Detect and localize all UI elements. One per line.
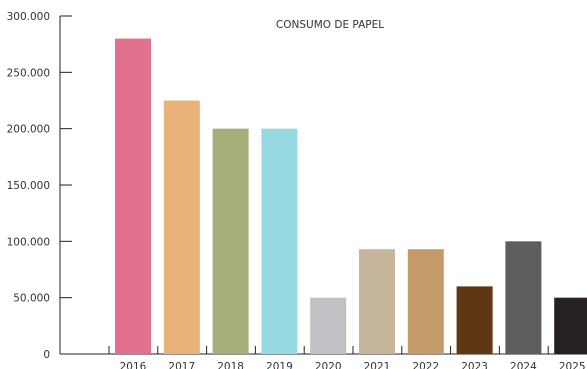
x-tick-label: 2024 (510, 361, 537, 369)
bar-2020 (310, 297, 347, 354)
x-tick-label: 2016 (120, 361, 147, 369)
y-tick-label: 100.000 (7, 236, 50, 248)
x-tick-label: 2022 (412, 361, 439, 369)
chart-title: CONSUMO DE PAPEL (276, 19, 384, 31)
y-tick-label: 300.000 (7, 11, 50, 23)
x-tick-label: 2017 (168, 361, 195, 369)
x-tick-label: 2018 (217, 361, 244, 369)
bar-2016 (115, 38, 151, 355)
bar-2024 (505, 241, 542, 354)
x-tick-label: 2023 (461, 361, 488, 369)
y-tick-label: 50.000 (13, 293, 50, 305)
bar-2025 (554, 297, 587, 354)
y-tick-label: 0 (43, 349, 50, 361)
x-tick-label: 2019 (266, 361, 293, 369)
y-tick-label: 250.000 (7, 67, 50, 79)
bar-2022 (407, 249, 444, 354)
bar-2023 (456, 286, 493, 354)
bar-2019 (261, 128, 298, 354)
y-tick-label: 150.000 (7, 180, 50, 192)
bar-2018 (212, 128, 249, 354)
y-tick-label: 200.000 (7, 124, 50, 136)
x-tick-label: 2025 (559, 361, 586, 369)
bars (115, 38, 587, 355)
x-tick-label: 2020 (315, 361, 342, 369)
bar-2017 (163, 100, 200, 354)
bar-2021 (359, 249, 395, 354)
tick-labels: 0 50.000 100.000 150.000 200.000 250.000 300.0… (7, 11, 586, 369)
x-tick-label: 2021 (364, 361, 391, 369)
